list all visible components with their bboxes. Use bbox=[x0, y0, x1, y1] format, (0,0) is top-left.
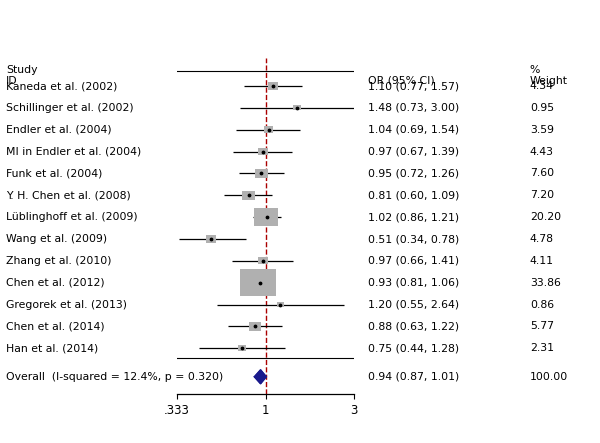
Text: 0.93 (0.81, 1.06): 0.93 (0.81, 1.06) bbox=[368, 278, 460, 288]
Text: 4.34: 4.34 bbox=[530, 81, 554, 91]
Text: 0.95 (0.72, 1.26): 0.95 (0.72, 1.26) bbox=[368, 168, 460, 179]
Text: Han et al. (2014): Han et al. (2014) bbox=[6, 343, 98, 354]
Text: Zhang et al. (2010): Zhang et al. (2010) bbox=[6, 256, 112, 266]
Text: 33.86: 33.86 bbox=[530, 278, 560, 288]
Text: 0.95: 0.95 bbox=[530, 103, 554, 113]
Text: Chen et al. (2014): Chen et al. (2014) bbox=[6, 322, 104, 331]
Bar bbox=[258, 257, 268, 264]
Text: 1.04 (0.69, 1.54): 1.04 (0.69, 1.54) bbox=[368, 125, 460, 135]
Text: 0.97 (0.66, 1.41): 0.97 (0.66, 1.41) bbox=[368, 256, 460, 266]
Text: 5.77: 5.77 bbox=[530, 322, 554, 331]
Bar bbox=[239, 269, 276, 296]
Text: 7.60: 7.60 bbox=[530, 168, 554, 179]
Text: 20.20: 20.20 bbox=[530, 212, 561, 222]
Bar bbox=[264, 126, 274, 133]
Text: Overall  (I-squared = 12.4%, p = 0.320): Overall (I-squared = 12.4%, p = 0.320) bbox=[6, 372, 223, 382]
Bar bbox=[238, 346, 247, 351]
Text: Gregorek et al. (2013): Gregorek et al. (2013) bbox=[6, 299, 127, 310]
Text: Study: Study bbox=[6, 65, 37, 74]
Text: Schillinger et al. (2002): Schillinger et al. (2002) bbox=[6, 103, 134, 113]
Bar bbox=[242, 191, 254, 200]
Text: 0.88 (0.63, 1.22): 0.88 (0.63, 1.22) bbox=[368, 322, 460, 331]
Text: 0.51 (0.34, 0.78): 0.51 (0.34, 0.78) bbox=[368, 234, 460, 244]
Bar bbox=[277, 302, 284, 307]
Bar bbox=[258, 148, 268, 155]
Bar bbox=[254, 208, 278, 226]
Text: Chen et al. (2012): Chen et al. (2012) bbox=[6, 278, 104, 288]
Polygon shape bbox=[254, 370, 266, 384]
Bar bbox=[293, 105, 301, 110]
Text: %: % bbox=[530, 65, 540, 74]
Text: 7.20: 7.20 bbox=[530, 190, 554, 200]
Text: 4.11: 4.11 bbox=[530, 256, 554, 266]
Text: Endler et al. (2004): Endler et al. (2004) bbox=[6, 125, 112, 135]
Text: 0.86: 0.86 bbox=[530, 299, 554, 310]
Text: OR (95% CI): OR (95% CI) bbox=[368, 76, 435, 85]
Bar bbox=[268, 82, 278, 89]
Bar bbox=[206, 235, 217, 243]
Text: 0.97 (0.67, 1.39): 0.97 (0.67, 1.39) bbox=[368, 147, 460, 156]
Text: 100.00: 100.00 bbox=[530, 372, 568, 382]
Text: Kaneda et al. (2002): Kaneda et al. (2002) bbox=[6, 81, 118, 91]
Text: MI in Endler et al. (2004): MI in Endler et al. (2004) bbox=[6, 147, 141, 156]
Text: 1.20 (0.55, 2.64): 1.20 (0.55, 2.64) bbox=[368, 299, 460, 310]
Text: Lüblinghoff et al. (2009): Lüblinghoff et al. (2009) bbox=[6, 212, 137, 222]
Text: Weight: Weight bbox=[530, 76, 568, 85]
Text: Y. H. Chen et al. (2008): Y. H. Chen et al. (2008) bbox=[6, 190, 131, 200]
Text: 0.94 (0.87, 1.01): 0.94 (0.87, 1.01) bbox=[368, 372, 460, 382]
Text: 4.43: 4.43 bbox=[530, 147, 554, 156]
Text: Wang et al. (2009): Wang et al. (2009) bbox=[6, 234, 107, 244]
Text: 3.59: 3.59 bbox=[530, 125, 554, 135]
Bar bbox=[254, 169, 268, 178]
Text: 1.02 (0.86, 1.21): 1.02 (0.86, 1.21) bbox=[368, 212, 460, 222]
Text: 4.78: 4.78 bbox=[530, 234, 554, 244]
Text: 1.10 (0.77, 1.57): 1.10 (0.77, 1.57) bbox=[368, 81, 460, 91]
Text: Funk et al. (2004): Funk et al. (2004) bbox=[6, 168, 103, 179]
Text: 2.31: 2.31 bbox=[530, 343, 554, 354]
Text: ID: ID bbox=[6, 76, 17, 85]
Text: 0.81 (0.60, 1.09): 0.81 (0.60, 1.09) bbox=[368, 190, 460, 200]
Bar bbox=[250, 323, 261, 330]
Text: 0.75 (0.44, 1.28): 0.75 (0.44, 1.28) bbox=[368, 343, 460, 354]
Text: 1.48 (0.73, 3.00): 1.48 (0.73, 3.00) bbox=[368, 103, 460, 113]
